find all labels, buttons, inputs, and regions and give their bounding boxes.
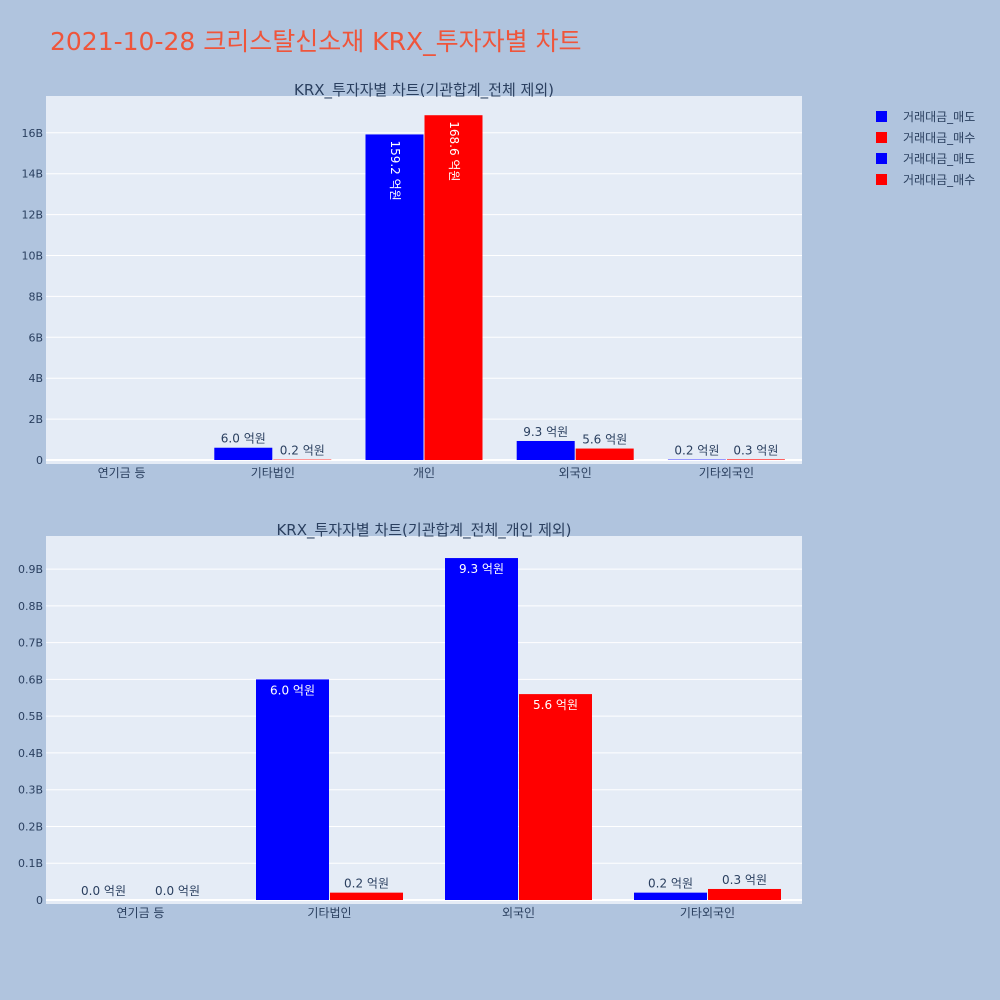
data-label: 0.3 억원 [722, 873, 767, 887]
data-label: 168.6 억원 [447, 121, 461, 181]
data-label: 9.3 억원 [459, 562, 504, 576]
x-tick-label: 연기금 등 [98, 466, 146, 480]
y-tick-label: 4B [28, 372, 43, 385]
data-label: 9.3 억원 [523, 425, 568, 439]
legend[interactable]: 거래대금_매도 거래대금_매수 거래대금_매도 거래대금_매수 [876, 106, 975, 190]
data-label: 5.6 억원 [582, 433, 627, 447]
data-label: 0.3 억원 [733, 443, 778, 457]
page-title: 2021-10-28 크리스탈신소재 KRX_투자자별 차트 [50, 27, 582, 56]
y-tick-label: 0.1B [18, 857, 43, 870]
y-tick-label: 0.5B [18, 710, 43, 723]
y-tick-label: 0.4B [18, 747, 43, 760]
bar [519, 694, 592, 900]
legend-label: 거래대금_매수 [903, 131, 976, 145]
y-tick-label: 16B [21, 127, 43, 140]
x-tick-label: 기타외국인 [699, 466, 754, 480]
data-label: 0.2 억원 [344, 877, 389, 891]
data-label: 0.2 억원 [648, 877, 693, 891]
bar [256, 679, 329, 900]
legend-label: 거래대금_매수 [903, 173, 976, 187]
data-label: 0.2 억원 [674, 444, 719, 458]
plot-area [46, 536, 802, 904]
x-tick-label: 기타법인 [307, 906, 351, 920]
bar [424, 115, 483, 460]
legend-swatch [876, 132, 887, 143]
y-tick-label: 0 [36, 894, 43, 907]
x-tick-label: 외국인 [559, 466, 592, 480]
chart-title: KRX_투자자별 차트(기관합계_전체 제외) [294, 81, 554, 100]
bar [330, 892, 403, 900]
y-tick-label: 0.9B [18, 563, 43, 576]
y-tick-label: 0.2B [18, 820, 43, 833]
data-label: 0.0 억원 [81, 884, 126, 898]
y-tick-label: 0.8B [18, 600, 43, 613]
y-tick-label: 10B [21, 250, 43, 263]
chart-bottom: 0 0.1B 0.2B 0.3B 0.4B 0.5B 0.6B 0.7B 0.8B 0.9B KRX… [18, 521, 802, 920]
bar [214, 447, 273, 460]
data-label: 0.0 억원 [155, 884, 200, 898]
data-label: 159.2 억원 [388, 140, 402, 200]
x-tick-label: 외국인 [502, 906, 535, 920]
data-label: 6.0 억원 [270, 683, 315, 697]
legend-label: 거래대금_매도 [903, 152, 976, 166]
y-tick-label: 0.7B [18, 637, 43, 650]
bar [708, 888, 781, 900]
chart-top: 0 2B 4B 6B 8B 10B 12B 14B 16B KRX_투자자별 차트(기관합계_전체… [21, 81, 802, 480]
legend-swatch [876, 174, 887, 185]
bar [445, 558, 518, 900]
y-tick-label: 0 [36, 454, 43, 467]
chart-title: KRX_투자자별 차트(기관합계_전체_개인 제외) [276, 521, 571, 540]
bar [575, 448, 634, 460]
legend-swatch [876, 153, 887, 164]
bar [516, 440, 575, 460]
y-tick-label: 0.3B [18, 784, 43, 797]
x-tick-label: 기타외국인 [680, 906, 735, 920]
legend-label: 거래대금_매도 [903, 110, 976, 124]
x-tick-label: 기타법인 [251, 466, 295, 480]
bar [726, 459, 785, 460]
y-tick-label: 2B [28, 413, 43, 426]
data-label: 0.2 억원 [280, 444, 325, 458]
y-tick-label: 6B [28, 331, 43, 344]
y-tick-label: 8B [28, 290, 43, 303]
x-tick-label: 개인 [413, 466, 435, 480]
y-tick-label: 12B [21, 209, 43, 222]
legend-item[interactable]: 거래대금_매도 [876, 106, 975, 127]
legend-swatch [876, 111, 887, 122]
bar [365, 134, 424, 460]
legend-item[interactable]: 거래대금_매도 [876, 148, 975, 169]
y-tick-label: 14B [21, 168, 43, 181]
plot-area [46, 96, 802, 464]
legend-item[interactable]: 거래대금_매수 [876, 127, 975, 148]
y-tick-label: 0.6B [18, 673, 43, 686]
data-label: 5.6 억원 [533, 698, 578, 712]
legend-item[interactable]: 거래대금_매수 [876, 169, 975, 190]
bar [634, 892, 707, 900]
data-label: 6.0 억원 [221, 432, 266, 446]
x-tick-label: 연기금 등 [117, 906, 165, 920]
